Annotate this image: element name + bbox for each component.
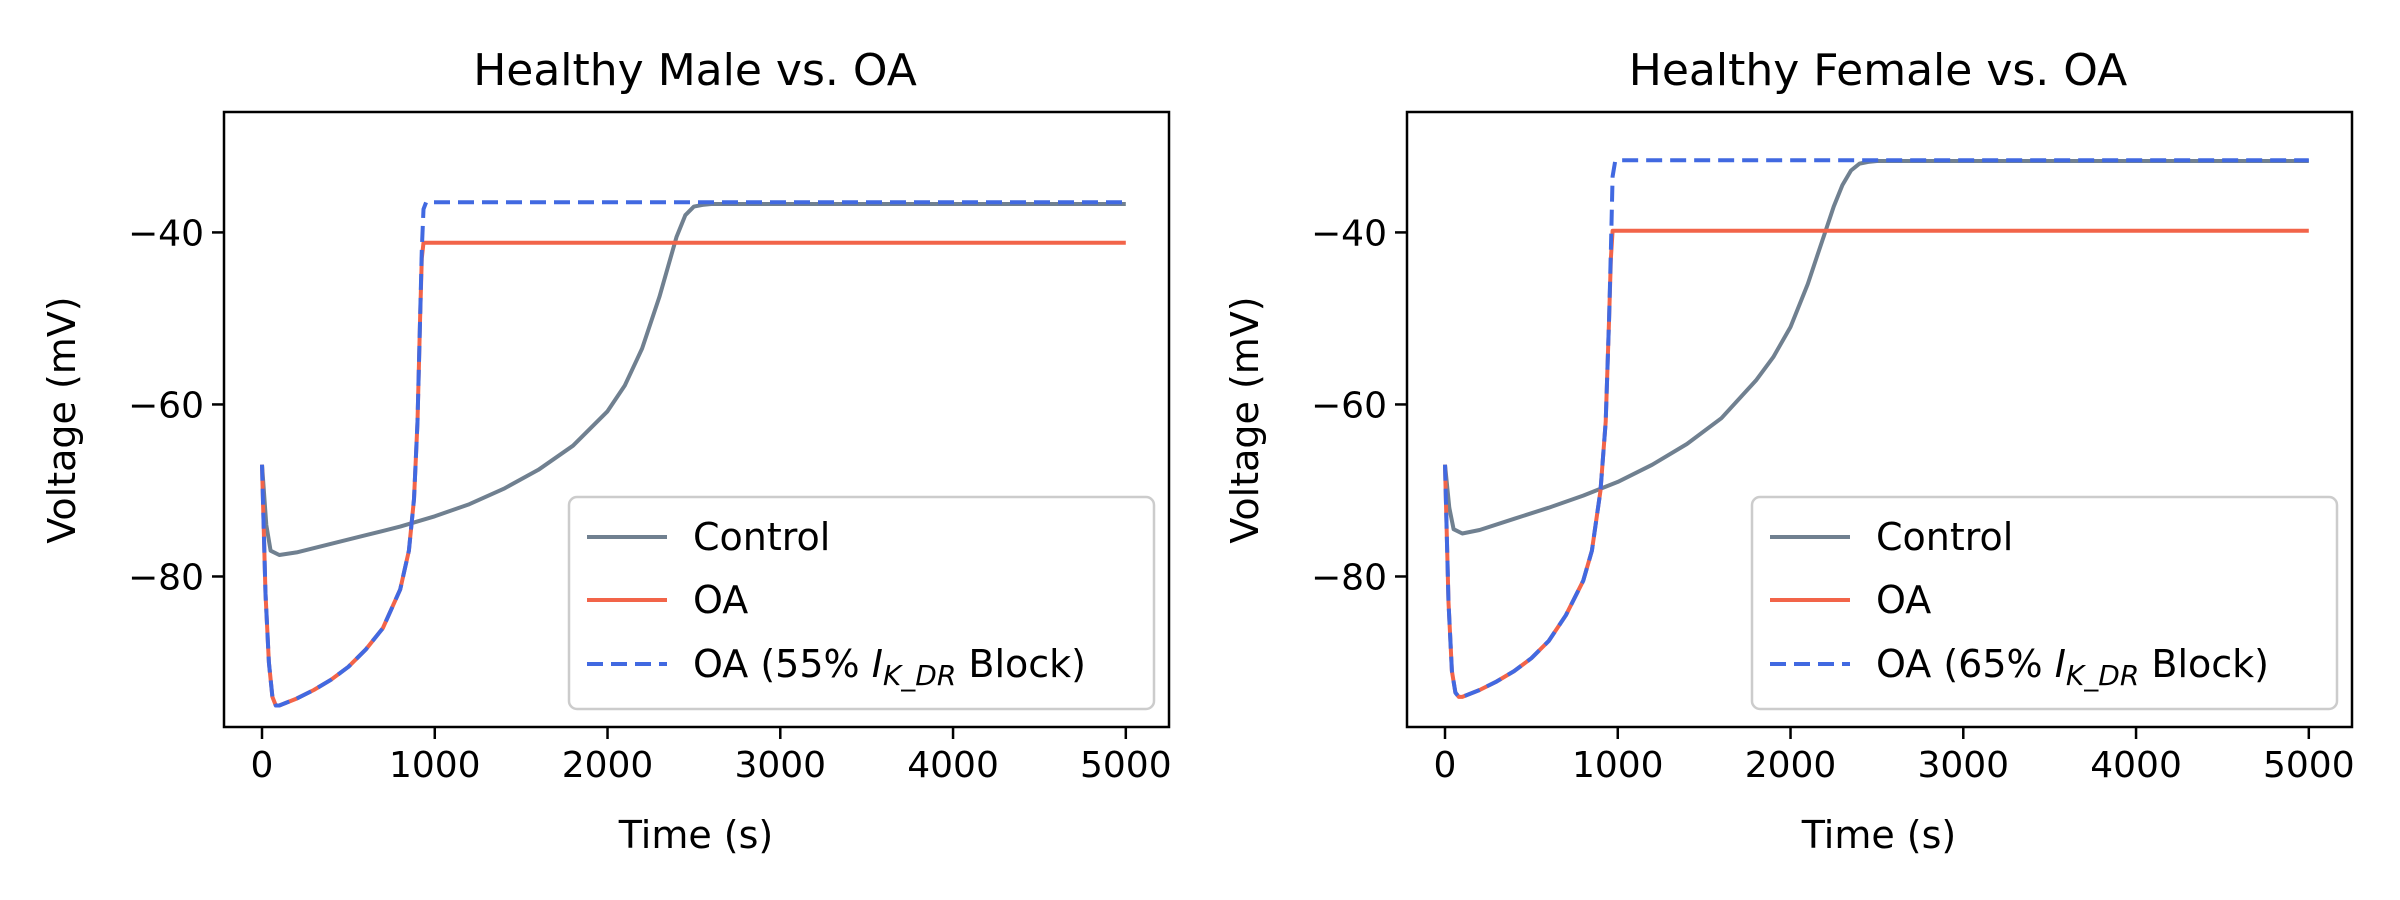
y-tick-label: −60 bbox=[1311, 385, 1387, 426]
series-line-oa-55-ik-dr-block bbox=[260, 200, 1126, 708]
x-tick-label: 2000 bbox=[562, 745, 654, 786]
x-axis-label: Time (s) bbox=[618, 813, 774, 857]
legend: Control OA OA (65% IK_DR Block) bbox=[1750, 495, 2339, 711]
x-tick-label: 5000 bbox=[1080, 745, 1172, 786]
y-axis-label: Voltage (mV) bbox=[40, 296, 84, 543]
series-line-oa-65-ik-dr-block bbox=[1443, 158, 2309, 699]
x-axis-ticks: 0 1000 2000 3000 4000 5000 bbox=[1434, 727, 2355, 786]
y-tick-label: −40 bbox=[1311, 213, 1387, 254]
x-tick-label: 5000 bbox=[2263, 745, 2355, 786]
x-tick-label: 2000 bbox=[1745, 745, 1837, 786]
series-line-control bbox=[260, 202, 1126, 557]
legend-label-oa-block-suffix: Block) bbox=[2139, 642, 2269, 686]
x-tick-label: 0 bbox=[251, 745, 274, 786]
x-tick-label: 1000 bbox=[1572, 745, 1664, 786]
axes-frame bbox=[1405, 110, 2354, 729]
y-tick-label: −60 bbox=[128, 385, 204, 426]
panel-left: Healthy Male vs. OA 0 1000 2000 3000 4000 500… bbox=[40, 45, 1172, 857]
x-axis-label: Time (s) bbox=[1801, 813, 1957, 857]
legend-label-current-subscript: K_DR bbox=[2066, 659, 2139, 692]
legend-label-oa: OA bbox=[693, 578, 748, 622]
legend-label-oa: OA bbox=[1876, 578, 1931, 622]
panel-right: Healthy Female vs. OA 0 1000 2000 3000 4000 5… bbox=[1223, 45, 2355, 857]
legend-label-current-symbol: I bbox=[2055, 642, 2066, 686]
legend-label-oa-block-prefix: OA (65% bbox=[1876, 642, 2055, 686]
y-axis-ticks: −80 −60 −40 bbox=[1311, 213, 1407, 598]
x-tick-label: 3000 bbox=[1917, 745, 2009, 786]
x-tick-label: 1000 bbox=[389, 745, 481, 786]
chart-title: Healthy Female vs. OA bbox=[1629, 45, 2127, 96]
x-axis-ticks: 0 1000 2000 3000 4000 5000 bbox=[251, 727, 1172, 786]
series-layer bbox=[260, 200, 1126, 708]
plot-area: 0 1000 2000 3000 4000 5000 −80 −60 −40 Control … bbox=[128, 110, 1172, 786]
legend-box bbox=[567, 495, 1156, 711]
legend-box bbox=[1750, 495, 2339, 711]
y-tick-label: −80 bbox=[1311, 557, 1387, 598]
y-axis-ticks: −80 −60 −40 bbox=[128, 213, 224, 598]
legend-label-control: Control bbox=[693, 515, 830, 559]
legend-label-current-symbol: I bbox=[872, 642, 883, 686]
x-tick-label: 4000 bbox=[2090, 745, 2182, 786]
y-axis-label: Voltage (mV) bbox=[1223, 296, 1267, 543]
chart-title: Healthy Male vs. OA bbox=[473, 45, 917, 96]
series-layer bbox=[1443, 158, 2309, 699]
legend-label-control: Control bbox=[1876, 515, 2013, 559]
y-tick-label: −40 bbox=[128, 213, 204, 254]
plot-area: 0 1000 2000 3000 4000 5000 −80 −60 −40 Control … bbox=[1311, 110, 2355, 786]
legend: Control OA OA (55% IK_DR Block) bbox=[567, 495, 1156, 711]
legend-label-oa-block: OA (65% IK_DR Block) bbox=[1876, 642, 2269, 692]
axes-frame bbox=[222, 110, 1171, 729]
x-tick-label: 0 bbox=[1434, 745, 1457, 786]
legend-label-oa-block: OA (55% IK_DR Block) bbox=[693, 642, 1086, 692]
legend-label-current-subscript: K_DR bbox=[883, 659, 956, 692]
series-line-control bbox=[1443, 159, 2309, 536]
legend-label-oa-block-suffix: Block) bbox=[956, 642, 1086, 686]
x-tick-label: 4000 bbox=[907, 745, 999, 786]
y-tick-label: −80 bbox=[128, 557, 204, 598]
x-tick-label: 3000 bbox=[734, 745, 826, 786]
legend-label-oa-block-prefix: OA (55% bbox=[693, 642, 872, 686]
